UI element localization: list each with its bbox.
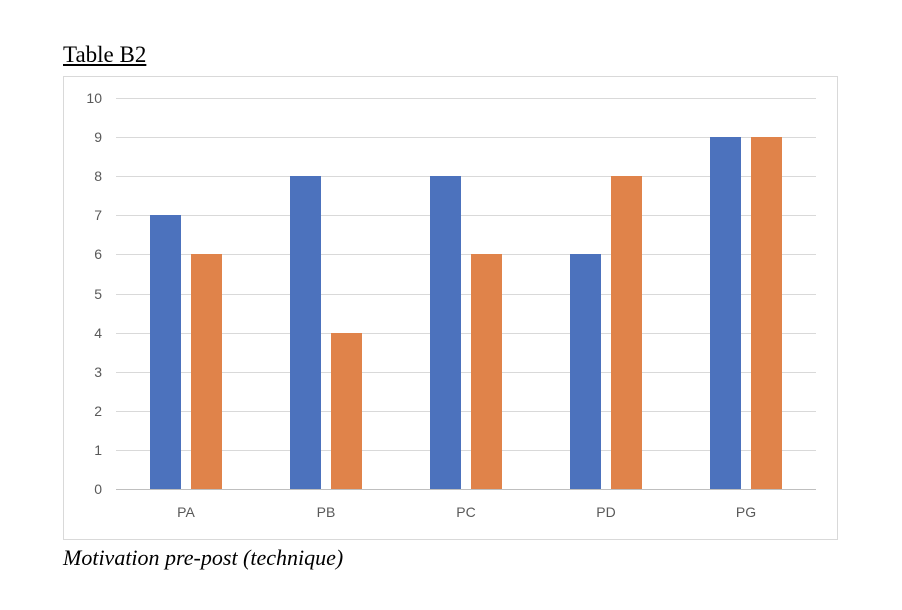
gridline-9 (116, 137, 816, 139)
y-tick-label-0: 0 (94, 481, 102, 497)
bar-pd-pre (570, 254, 601, 489)
y-axis: 0 1 2 3 4 5 6 7 8 9 10 (70, 91, 102, 496)
gridline-7 (116, 215, 816, 217)
y-tick-label-7: 7 (94, 207, 102, 224)
gridline-0 (116, 489, 816, 490)
gridline-3 (116, 371, 816, 373)
y-tick-label-4: 4 (94, 324, 102, 341)
bar-pa-pre (150, 215, 181, 489)
bar-pa-post (191, 254, 222, 489)
gridline-8 (116, 176, 816, 178)
bar-pg-pre (710, 137, 741, 489)
gridline-5 (116, 293, 816, 295)
y-tick-label-5: 5 (94, 285, 102, 302)
bar-pc-pre (430, 176, 461, 489)
chart-caption: Motivation pre-post (technique) (63, 545, 344, 570)
plot-area (116, 98, 816, 490)
gridline-10 (116, 98, 816, 99)
gridline-4 (116, 332, 816, 334)
y-tick-label-3: 3 (94, 363, 102, 380)
bar-pb-pre (290, 176, 321, 489)
bar-pd-post (611, 176, 642, 489)
gridline-6 (116, 254, 816, 256)
y-tick-label-6: 6 (94, 246, 102, 263)
y-tick-label-8: 8 (94, 168, 102, 185)
y-tick-label-9: 9 (94, 129, 102, 146)
y-tick-label-10: 10 (86, 90, 102, 106)
bar-pb-post (331, 332, 362, 489)
x-tick-label-pb: PB (316, 504, 336, 520)
x-tick-label-pd: PD (596, 504, 616, 520)
gridline-2 (116, 410, 816, 412)
table-title: Table B2 (63, 42, 147, 67)
gridline-1 (116, 449, 816, 451)
x-tick-label-pg: PG (735, 504, 757, 520)
bar-chart-frame: 0 1 2 3 4 5 6 7 8 9 10 PA PB PC PD PG (63, 76, 838, 540)
bar-pg-post (751, 137, 782, 489)
y-tick-label-1: 1 (94, 441, 102, 458)
x-tick-label-pa: PA (177, 504, 195, 520)
y-tick-label-2: 2 (94, 402, 102, 419)
bar-pc-post (471, 254, 502, 489)
x-tick-label-pc: PC (456, 504, 476, 520)
x-axis: PA PB PC PD PG (116, 505, 816, 527)
